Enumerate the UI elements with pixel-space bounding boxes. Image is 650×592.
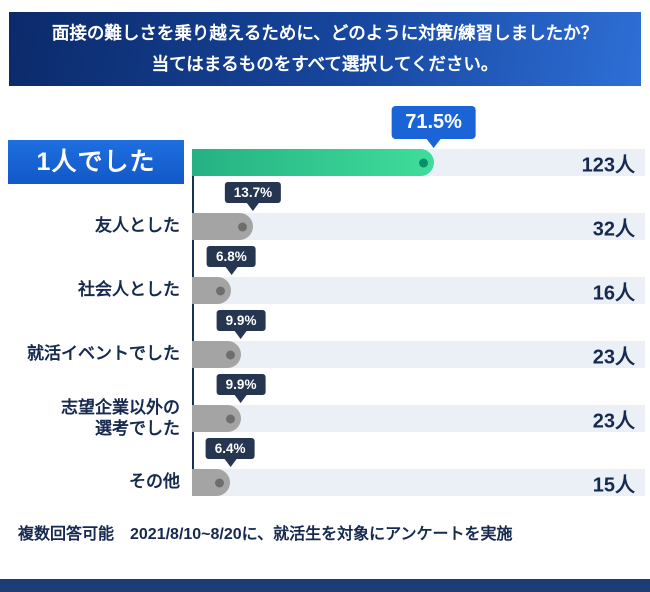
- category-label: 志望企業以外の 選考でした: [61, 398, 180, 438]
- count-label: 32人: [592, 218, 635, 240]
- bar-tip-dot: [418, 158, 428, 167]
- bar-tip-dot: [226, 350, 236, 359]
- count-label: 123人: [581, 154, 635, 176]
- percent-badge: 13.7%: [224, 182, 282, 203]
- bar: [192, 341, 242, 368]
- bar-tip-dot: [215, 478, 225, 487]
- percent-badge: 6.8%: [206, 246, 256, 267]
- category-label: 1人でした: [8, 140, 184, 184]
- bar: [192, 213, 253, 240]
- chart-row: その他 6.4% 15人: [0, 436, 650, 500]
- chart-row: 就活イベントでした 9.9% 23人: [0, 308, 650, 372]
- bar: [192, 405, 242, 432]
- chart-rows: 1人でした 71.5% 123人 友人とした 13.7% 32人 社会人とした …: [0, 100, 650, 500]
- survey-footnote: 複数回答可能 2021/8/10~8/20に、就活生を対象にアンケートを実施: [18, 526, 513, 543]
- bottom-bar: [0, 579, 650, 592]
- bar-track: 9.9% 23人: [192, 374, 645, 432]
- category-label: 友人とした: [95, 216, 180, 236]
- bar-track: 13.7% 32人: [192, 182, 645, 240]
- bar-tip-dot: [226, 414, 236, 423]
- survey-question-banner: 面接の難しさを乗り越えるために、どのように対策/練習しましたか？ 当てはまるもの…: [9, 12, 641, 86]
- axis-line: [192, 150, 194, 496]
- count-label: 23人: [592, 410, 635, 432]
- chart-row: 友人とした 13.7% 32人: [0, 180, 650, 244]
- category-label: その他: [129, 472, 180, 492]
- chart-row: 志望企業以外の 選考でした 9.9% 23人: [0, 372, 650, 438]
- bar-track: 6.4% 15人: [192, 438, 645, 496]
- bar: [192, 277, 232, 304]
- bar: [192, 469, 231, 496]
- percent-badge: 9.9%: [216, 374, 266, 395]
- category-label: 就活イベントでした: [27, 344, 180, 364]
- percent-badge: 6.4%: [205, 438, 255, 459]
- count-label: 23人: [592, 346, 635, 368]
- bar-track: 6.8% 16人: [192, 246, 645, 304]
- percent-badge: 9.9%: [216, 310, 266, 331]
- chart-row: 1人でした 71.5% 123人: [0, 100, 650, 184]
- category-label: 社会人とした: [78, 280, 180, 300]
- bar-tip-dot: [237, 222, 247, 231]
- bar-track: 71.5% 123人: [192, 106, 645, 176]
- count-label: 15人: [592, 474, 635, 496]
- bar: [192, 149, 434, 176]
- percent-badge: 71.5%: [391, 106, 476, 139]
- banner-title-line1: 面接の難しさを乗り越えるために、どのように対策/練習しましたか？: [51, 23, 599, 44]
- bar-track: 9.9% 23人: [192, 310, 645, 368]
- count-label: 16人: [592, 282, 635, 304]
- chart-row: 社会人とした 6.8% 16人: [0, 244, 650, 308]
- banner-title-line2: 当てはまるものをすべて選択してください。: [151, 54, 499, 74]
- bar-tip-dot: [216, 286, 226, 295]
